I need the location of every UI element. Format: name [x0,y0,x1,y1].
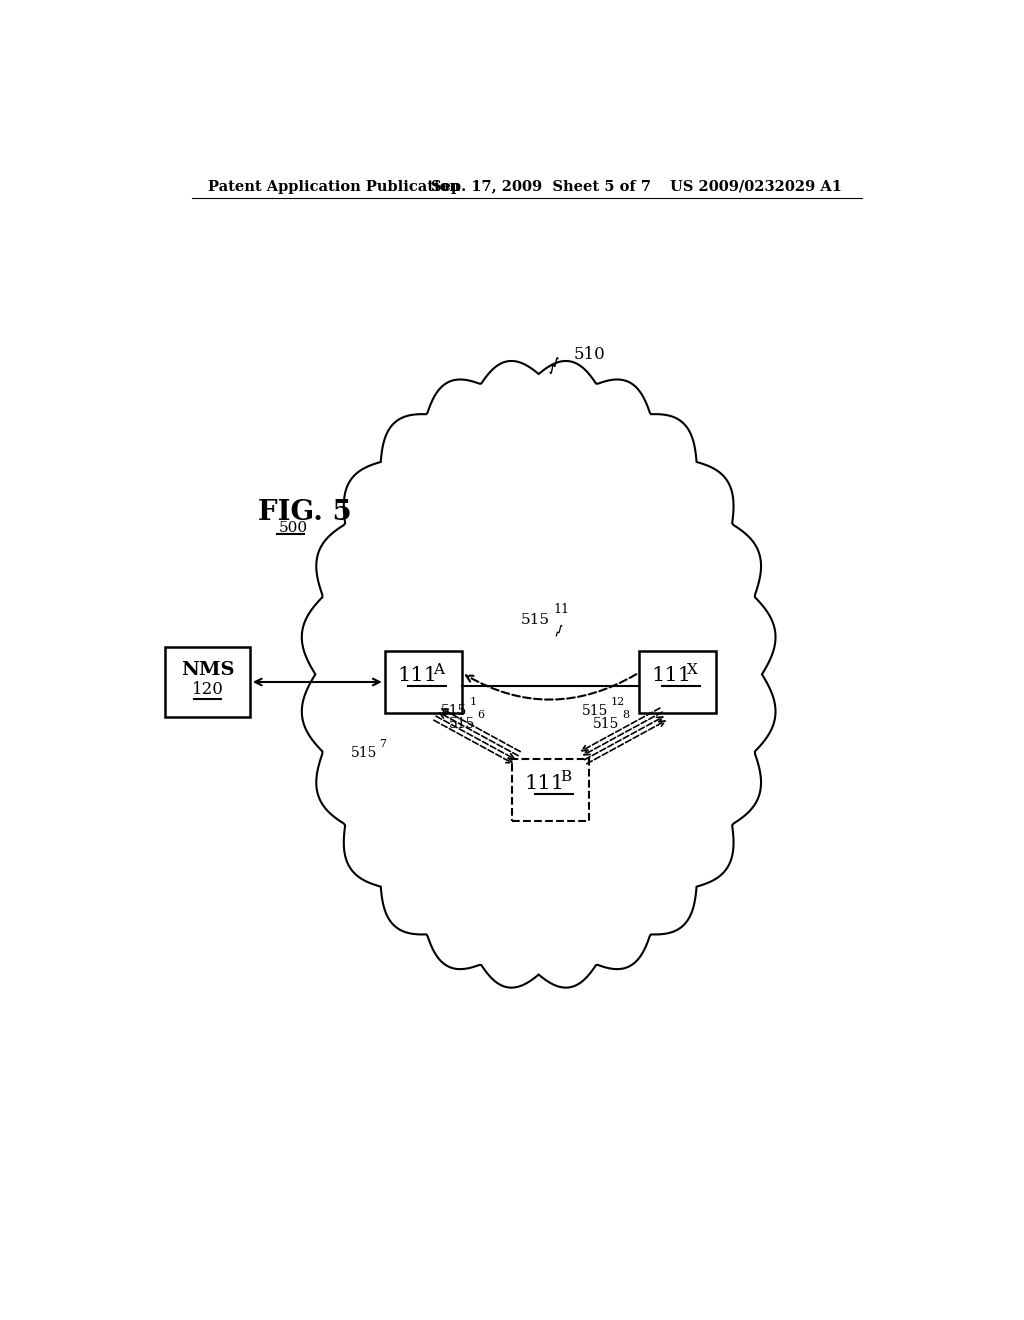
Text: 515: 515 [440,705,467,718]
Text: 7: 7 [379,739,386,748]
Text: 111: 111 [524,774,564,793]
Text: 6: 6 [477,710,484,721]
Text: 515: 515 [593,717,620,731]
Bar [165,647,250,717]
Text: Sep. 17, 2009  Sheet 5 of 7: Sep. 17, 2009 Sheet 5 of 7 [431,180,651,194]
Text: 8: 8 [622,710,629,721]
Text: 11: 11 [553,603,569,615]
Text: 111: 111 [651,667,691,685]
Text: 515: 515 [449,717,475,731]
Bar [385,651,462,713]
Text: 510: 510 [573,346,605,363]
Text: B: B [560,771,571,784]
Text: 515: 515 [521,614,550,627]
Text: X: X [687,663,698,677]
Text: 12: 12 [610,697,625,708]
Text: 111: 111 [397,667,437,685]
Text: NMS: NMS [181,661,234,680]
Text: Patent Application Publication: Patent Application Publication [208,180,460,194]
Bar [512,759,589,821]
Text: 515: 515 [582,705,608,718]
Text: 500: 500 [279,521,307,535]
Text: FIG. 5: FIG. 5 [258,499,351,527]
Text: A: A [433,663,444,677]
Bar [639,651,716,713]
PathPatch shape [302,360,775,987]
Text: US 2009/0232029 A1: US 2009/0232029 A1 [670,180,842,194]
Text: 515: 515 [350,746,377,760]
Text: 1: 1 [469,697,476,708]
Text: 120: 120 [191,681,223,698]
